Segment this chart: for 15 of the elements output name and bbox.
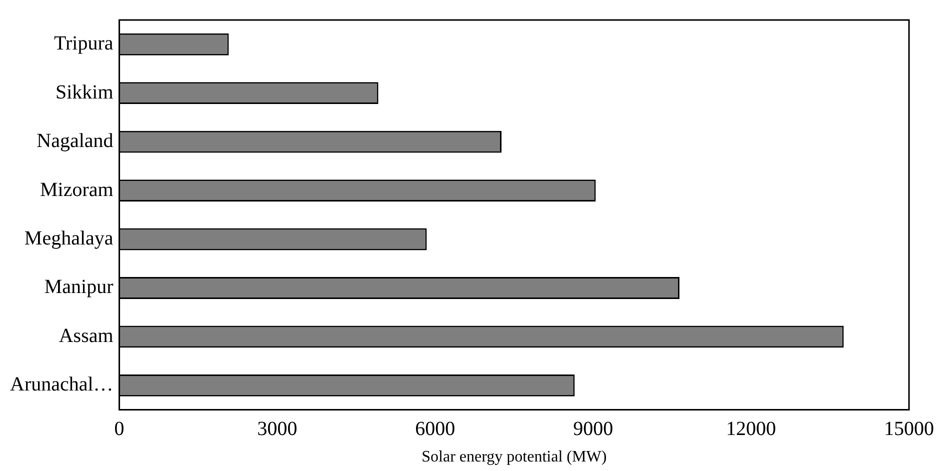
x-axis-title: Solar energy potential (MW) [422, 448, 607, 466]
x-tick-label: 0 [114, 418, 124, 440]
x-tick-label: 12000 [726, 418, 776, 440]
x-tick-label: 15000 [884, 418, 934, 440]
y-tick-label: Assam [58, 324, 114, 347]
x-tick-label: 3000 [257, 418, 298, 440]
y-tick-label: Sikkim [55, 81, 114, 104]
y-tick-label: Mizoram [40, 178, 114, 201]
y-tick-label: Manipur [44, 276, 114, 298]
x-tick-label: 6000 [415, 418, 456, 440]
y-tick-label: Tripura [54, 32, 114, 55]
y-tick-label: Nagaland [36, 130, 114, 152]
x-tick-label: 9000 [573, 418, 614, 440]
y-tick-label: Arunachal… [10, 374, 114, 396]
y-tick-label: Meghalaya [24, 228, 114, 250]
